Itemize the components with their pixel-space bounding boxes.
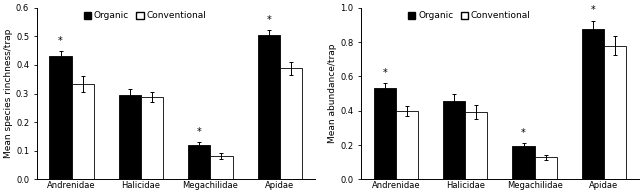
- Text: *: *: [590, 5, 595, 15]
- Legend: Organic, Conventional: Organic, Conventional: [83, 10, 207, 21]
- Bar: [71, 84, 94, 179]
- Bar: [396, 111, 418, 179]
- Y-axis label: Mean abundance/trap: Mean abundance/trap: [329, 44, 338, 143]
- Text: *: *: [58, 36, 63, 46]
- Bar: [50, 56, 71, 179]
- Bar: [466, 112, 487, 179]
- Bar: [582, 29, 604, 179]
- Text: *: *: [383, 68, 387, 78]
- Bar: [443, 101, 466, 179]
- Text: *: *: [521, 127, 526, 138]
- Y-axis label: Mean species rinchness/trap: Mean species rinchness/trap: [4, 29, 13, 158]
- Bar: [141, 97, 163, 179]
- Bar: [512, 146, 534, 179]
- Bar: [534, 158, 557, 179]
- Bar: [280, 68, 302, 179]
- Bar: [119, 95, 141, 179]
- Text: *: *: [197, 126, 202, 137]
- Bar: [374, 88, 396, 179]
- Legend: Organic, Conventional: Organic, Conventional: [407, 10, 531, 21]
- Bar: [188, 145, 210, 179]
- Bar: [210, 156, 233, 179]
- Bar: [604, 46, 626, 179]
- Bar: [258, 35, 280, 179]
- Text: *: *: [266, 15, 271, 25]
